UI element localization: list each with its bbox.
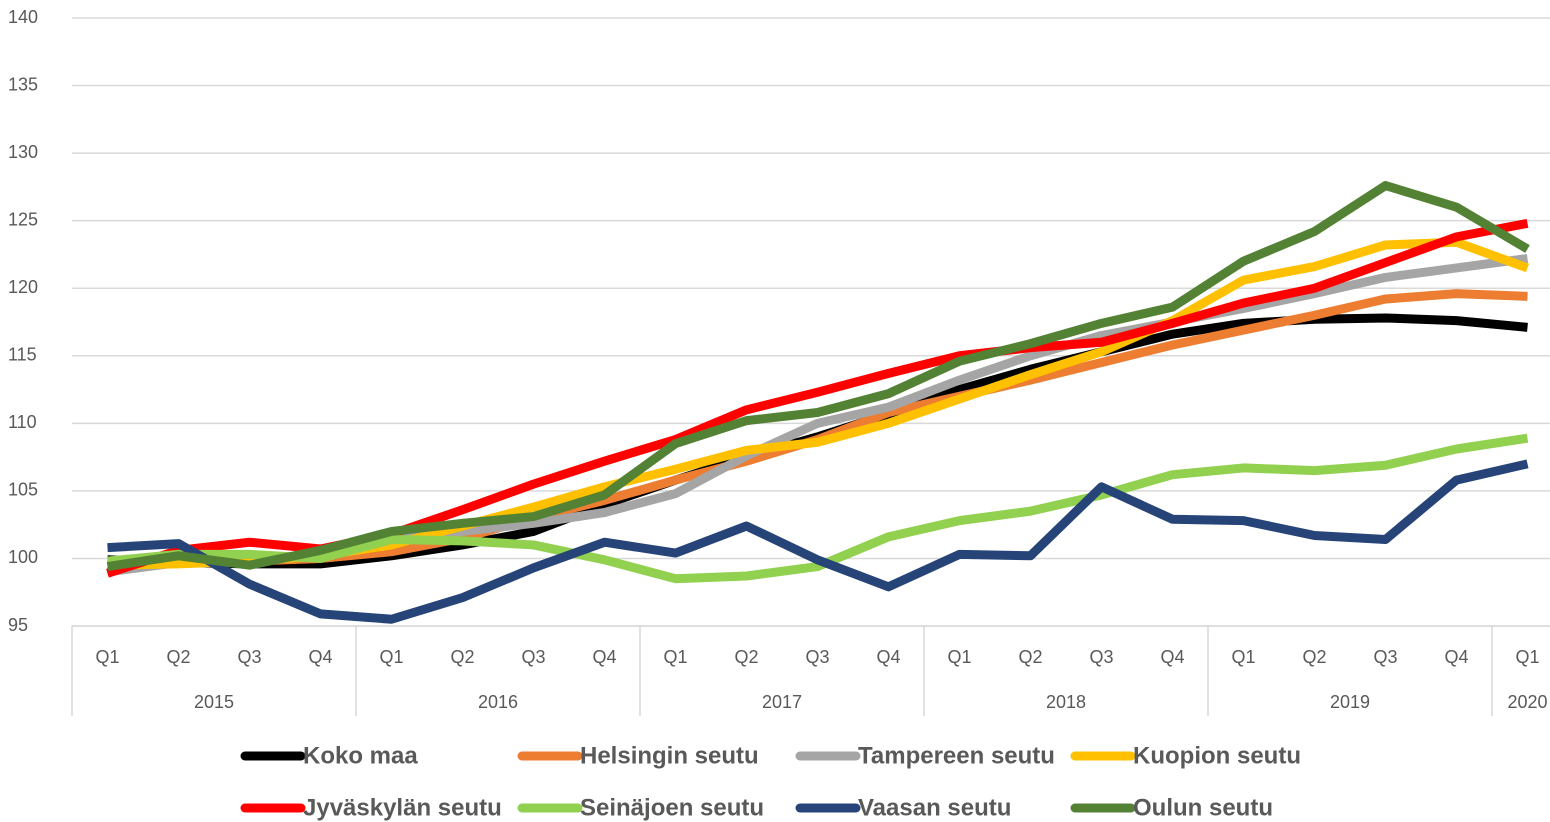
x-tick-label: Q1 (1515, 647, 1539, 667)
y-tick-label: 135 (8, 74, 38, 94)
x-tick-label: Q2 (1302, 647, 1326, 667)
series-line (107, 459, 1529, 624)
x-tick-label: Q4 (1444, 647, 1468, 667)
series-line (106, 181, 1530, 571)
y-tick-label: 105 (8, 480, 38, 500)
y-tick-label: 130 (8, 142, 38, 162)
x-tick-label: Q2 (450, 647, 474, 667)
legend-label: Helsingin seutu (580, 742, 759, 769)
x-tick-label: Q3 (237, 647, 261, 667)
series-line (106, 218, 1529, 578)
x-tick-label: Q2 (734, 647, 758, 667)
x-tick-label: Q3 (521, 647, 545, 667)
x-tick-label: Q1 (95, 647, 119, 667)
x-group-label: 2018 (1046, 692, 1086, 712)
legend-label: Seinäjoen seutu (580, 794, 764, 821)
x-tick-label: Q2 (1018, 647, 1042, 667)
legend-label: Jyväskylän seutu (303, 794, 502, 821)
x-tick-label: Q4 (308, 647, 332, 667)
x-group-label: 2019 (1330, 692, 1370, 712)
series-line (107, 289, 1528, 570)
legend-label: Kuopion seutu (1133, 742, 1301, 769)
x-group-label: 2017 (762, 692, 802, 712)
y-tick-label: 120 (8, 277, 38, 297)
y-tick-label: 125 (8, 209, 38, 229)
x-tick-label: Q4 (1160, 647, 1184, 667)
y-tick-label: 95 (8, 615, 28, 635)
series-line (107, 433, 1529, 584)
x-tick-label: Q3 (1089, 647, 1113, 667)
legend-label: Oulun seutu (1133, 794, 1273, 821)
x-tick-label: Q1 (379, 647, 403, 667)
x-tick-label: Q4 (592, 647, 616, 667)
x-tick-label: Q1 (947, 647, 971, 667)
x-group-label: 2015 (194, 692, 234, 712)
x-tick-label: Q3 (1373, 647, 1397, 667)
y-tick-label: 110 (8, 412, 37, 432)
legend-label: Koko maa (303, 742, 418, 769)
x-tick-label: Q4 (876, 647, 900, 667)
x-tick-label: Q2 (166, 647, 190, 667)
x-group-label: 2020 (1507, 692, 1547, 712)
x-tick-label: Q1 (1231, 647, 1255, 667)
y-tick-label: 100 (8, 547, 38, 567)
legend-label: Tampereen seutu (858, 742, 1055, 769)
x-tick-label: Q3 (805, 647, 829, 667)
x-tick-label: Q1 (663, 647, 687, 667)
legend-label: Vaasan seutu (858, 794, 1011, 821)
x-group-label: 2016 (478, 692, 518, 712)
y-tick-label: 140 (8, 7, 38, 27)
y-tick-label: 115 (8, 345, 37, 365)
